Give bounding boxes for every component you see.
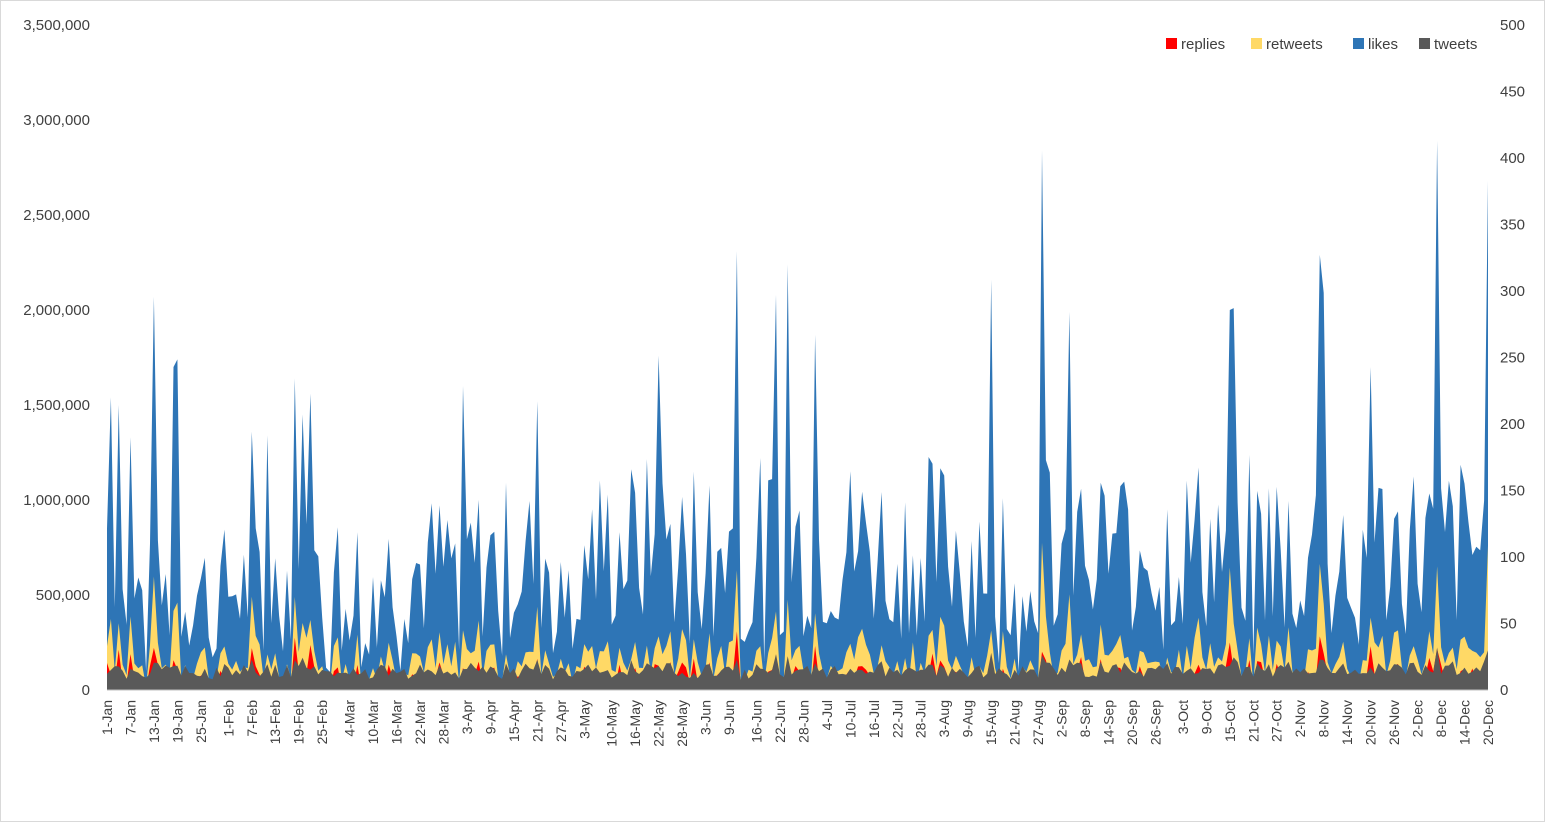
- x-tick-label: 3-Jun: [698, 700, 714, 735]
- x-tick-label: 28-Mar: [435, 700, 451, 745]
- x-tick-label: 10-May: [604, 700, 620, 747]
- x-tick-label: 22-May: [651, 700, 667, 747]
- legend-label-likes: likes: [1368, 36, 1398, 53]
- x-tick-label: 16-May: [627, 700, 643, 747]
- x-tick-label: 3-May: [576, 700, 592, 739]
- y-axis-left: 0 500,000 1,000,000 1,500,000 2,000,000 2,500…: [23, 17, 90, 699]
- x-tick-label: 16-Jul: [866, 700, 882, 738]
- legend-swatch-retweets: [1251, 38, 1262, 49]
- legend-label-replies: replies: [1181, 36, 1225, 53]
- y-left-tick-label: 500,000: [36, 587, 90, 604]
- x-tick-label: 7-Feb: [244, 700, 260, 737]
- y-right-tick-label: 400: [1500, 150, 1525, 167]
- x-tick-label: 28-May: [674, 700, 690, 747]
- x-tick-label: 25-Jan: [193, 700, 209, 743]
- legend: replies retweets likes tweets: [1166, 36, 1477, 53]
- x-tick-label: 14-Nov: [1339, 700, 1355, 745]
- x-tick-label: 27-Apr: [553, 700, 569, 742]
- x-tick-label: 2-Nov: [1292, 700, 1308, 737]
- x-tick-label: 10-Mar: [365, 700, 381, 745]
- x-tick-label: 28-Jul: [913, 700, 929, 738]
- x-tick-label: 14-Dec: [1457, 700, 1473, 745]
- legend-swatch-replies: [1166, 38, 1177, 49]
- area-series-group: [107, 140, 1488, 690]
- x-tick-label: 21-Aug: [1007, 700, 1023, 745]
- x-tick-label: 16-Mar: [389, 700, 405, 745]
- y-right-tick-label: 350: [1500, 217, 1525, 234]
- area-tweets: [107, 647, 1488, 690]
- x-tick-label: 9-Aug: [960, 700, 976, 737]
- y-right-tick-label: 500: [1500, 17, 1525, 34]
- y-left-tick-label: 1,500,000: [23, 397, 90, 414]
- legend-label-retweets: retweets: [1266, 36, 1323, 53]
- y-right-tick-label: 200: [1500, 416, 1525, 433]
- x-tick-label: 20-Dec: [1480, 700, 1496, 745]
- x-tick-label: 13-Jan: [146, 700, 162, 743]
- x-tick-label: 19-Feb: [291, 700, 307, 745]
- x-tick-label: 10-Jul: [842, 700, 858, 738]
- area-likes: [107, 140, 1488, 690]
- y-right-tick-label: 450: [1500, 84, 1525, 101]
- x-tick-label: 4-Mar: [342, 700, 358, 737]
- x-tick-label: 21-Oct: [1245, 700, 1261, 742]
- legend-swatch-tweets: [1419, 38, 1430, 49]
- y-right-tick-label: 50: [1500, 616, 1517, 633]
- x-tick-label: 3-Aug: [936, 700, 952, 737]
- x-tick-label: 22-Jul: [889, 700, 905, 738]
- x-tick-label: 1-Jan: [99, 700, 115, 735]
- y-left-tick-label: 3,000,000: [23, 112, 90, 129]
- x-axis: 1-Jan 7-Jan 13-Jan 19-Jan 25-Jan 1-Feb 7-Feb 13…: [99, 700, 1496, 747]
- x-tick-label: 7-Jan: [123, 700, 139, 735]
- x-tick-label: 15-Apr: [506, 700, 522, 742]
- y-left-tick-label: 1,000,000: [23, 492, 90, 509]
- y-left-tick-label: 0: [82, 682, 90, 699]
- x-tick-label: 13-Feb: [267, 700, 283, 745]
- x-tick-label: 15-Aug: [983, 700, 999, 745]
- x-tick-label: 20-Sep: [1124, 700, 1140, 745]
- x-tick-label: 20-Nov: [1363, 700, 1379, 745]
- x-tick-label: 27-Oct: [1269, 700, 1285, 742]
- legend-label-tweets: tweets: [1434, 36, 1477, 53]
- y-right-tick-label: 100: [1500, 549, 1525, 566]
- x-tick-label: 8-Sep: [1077, 700, 1093, 738]
- x-tick-label: 3-Oct: [1175, 700, 1191, 734]
- x-tick-label: 16-Jun: [748, 700, 764, 743]
- x-tick-label: 8-Nov: [1316, 700, 1332, 737]
- x-tick-label: 26-Nov: [1386, 700, 1402, 745]
- x-tick-label: 22-Mar: [412, 700, 428, 745]
- y-right-tick-label: 300: [1500, 283, 1525, 300]
- y-right-tick-label: 150: [1500, 483, 1525, 500]
- y-right-tick-label: 250: [1500, 350, 1525, 367]
- x-tick-label: 21-Apr: [529, 700, 545, 742]
- x-tick-label: 22-Jun: [772, 700, 788, 743]
- y-axis-right: 0 50 100 150 200 250 300 350 400 450 500: [1500, 17, 1525, 699]
- x-tick-label: 9-Jun: [721, 700, 737, 735]
- y-right-tick-label: 0: [1500, 682, 1508, 699]
- x-tick-label: 15-Oct: [1222, 700, 1238, 742]
- x-tick-label: 9-Apr: [482, 700, 498, 735]
- legend-swatch-likes: [1353, 38, 1364, 49]
- x-tick-label: 25-Feb: [314, 700, 330, 745]
- x-tick-label: 1-Feb: [220, 700, 236, 737]
- area-retweets: [107, 542, 1488, 690]
- x-tick-label: 4-Jul: [819, 700, 835, 730]
- y-left-tick-label: 2,500,000: [23, 207, 90, 224]
- x-tick-label: 8-Dec: [1433, 700, 1449, 737]
- x-tick-label: 27-Aug: [1030, 700, 1046, 745]
- x-tick-label: 19-Jan: [169, 700, 185, 743]
- y-left-tick-label: 2,000,000: [23, 302, 90, 319]
- x-tick-label: 26-Sep: [1148, 700, 1164, 745]
- x-tick-label: 3-Apr: [459, 700, 475, 735]
- y-left-tick-label: 3,500,000: [23, 17, 90, 34]
- x-tick-label: 2-Sep: [1054, 700, 1070, 738]
- x-tick-label: 28-Jun: [795, 700, 811, 743]
- x-tick-label: 9-Oct: [1198, 700, 1214, 734]
- x-tick-label: 2-Dec: [1410, 700, 1426, 737]
- x-tick-label: 14-Sep: [1101, 700, 1117, 745]
